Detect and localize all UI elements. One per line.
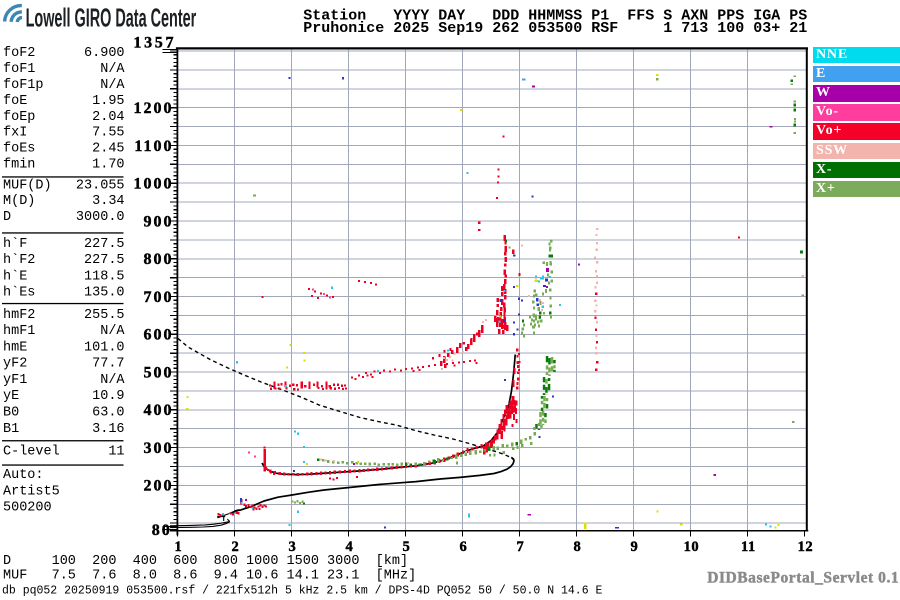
- svg-text:9: 9: [631, 539, 639, 555]
- svg-text:foF1 N/A: foF1 N/A: [3, 62, 125, 77]
- svg-text:B0 63.0: B0 63.0: [3, 405, 125, 420]
- svg-text:1000: 1000: [134, 176, 174, 193]
- svg-text:700: 700: [144, 289, 174, 306]
- svg-text:300: 300: [144, 440, 174, 457]
- svg-text:Artist5: Artist5: [3, 485, 60, 500]
- svg-text:h`F 227.5: h`F 227.5: [3, 237, 125, 252]
- svg-text:h`F2 227.5: h`F2 227.5: [3, 253, 125, 268]
- svg-text:1100: 1100: [134, 138, 173, 155]
- svg-text:yF2 77.7: yF2 77.7: [3, 357, 125, 372]
- svg-text:500200: 500200: [3, 501, 52, 516]
- svg-text:fmin 1.70: fmin 1.70: [3, 158, 125, 173]
- svg-text:12: 12: [798, 539, 814, 555]
- svg-text:800: 800: [144, 251, 174, 268]
- svg-text:D 3000.0: D 3000.0: [3, 210, 125, 225]
- svg-text:Auto:: Auto:: [3, 468, 44, 483]
- svg-text:200: 200: [144, 478, 174, 495]
- svg-text:1357: 1357: [133, 35, 176, 52]
- svg-text:4: 4: [346, 539, 354, 555]
- svg-text:80: 80: [152, 522, 172, 539]
- svg-text:yE 10.9: yE 10.9: [3, 389, 125, 404]
- svg-text:D 100 200 400 600 800: D 100 200 400 600 800 1000 1500 3000 [km…: [3, 554, 408, 569]
- svg-text:foEs 2.45: foEs 2.45: [3, 142, 125, 157]
- svg-text:6: 6: [460, 539, 468, 555]
- svg-text:foEp 2.04: foEp 2.04: [3, 110, 125, 125]
- svg-text:MUF(D) 23.055: MUF(D) 23.055: [3, 178, 125, 193]
- svg-text:900: 900: [144, 213, 174, 230]
- svg-text:foF2 6.900: foF2 6.900: [3, 46, 125, 61]
- svg-text:h`E 118.5: h`E 118.5: [3, 269, 125, 284]
- svg-text:Pruhonice 2025 Sep19 262 05350: Pruhonice 2025 Sep19 262 053500 RSF 1 71…: [303, 20, 807, 37]
- svg-text:foE 1.95: foE 1.95: [3, 94, 125, 109]
- svg-text:600: 600: [144, 327, 174, 344]
- svg-text:yF1 N/A: yF1 N/A: [3, 373, 125, 388]
- svg-text:2: 2: [232, 539, 240, 555]
- svg-text:h`Es 135.0: h`Es 135.0: [3, 285, 125, 300]
- svg-text:Station YYYY DAY DDD HHMMS: Station YYYY DAY DDD HHMMSS P1 FFS S AXN…: [303, 8, 807, 25]
- svg-text:db pq052 20250919 053500.rsf /: db pq052 20250919 053500.rsf / 221fx512h…: [2, 585, 602, 598]
- svg-text:7: 7: [517, 539, 525, 555]
- svg-text:400: 400: [144, 402, 174, 419]
- svg-text:foF1p N/A: foF1p N/A: [3, 78, 125, 93]
- svg-text:1200: 1200: [134, 100, 174, 117]
- svg-text:hmF2 255.5: hmF2 255.5: [3, 308, 125, 323]
- svg-text:MUF 7.5 7.6 8.0 8.6 9.4: MUF 7.5 7.6 8.0 8.6 9.4 10.6 14.1 23.1 […: [3, 569, 416, 584]
- svg-text:DIDBasePortal_Servlet 0.1: DIDBasePortal_Servlet 0.1: [707, 570, 899, 587]
- svg-text:hmE 101.0: hmE 101.0: [3, 340, 125, 355]
- svg-text:3: 3: [289, 539, 297, 555]
- svg-text:10: 10: [684, 539, 700, 555]
- svg-text:hmF1 N/A: hmF1 N/A: [3, 324, 125, 339]
- svg-text:5: 5: [403, 539, 411, 555]
- svg-text:fxI 7.55: fxI 7.55: [3, 126, 125, 141]
- svg-text:M(D) 3.34: M(D) 3.34: [3, 194, 125, 209]
- svg-text:1: 1: [175, 539, 183, 555]
- svg-text:8: 8: [574, 539, 582, 555]
- svg-text:11: 11: [741, 539, 756, 555]
- svg-text:B1 3.16: B1 3.16: [3, 422, 125, 437]
- svg-text:C-level 11: C-level 11: [3, 445, 125, 460]
- svg-text:Lowell GIRO Data Center: Lowell GIRO Data Center: [26, 5, 197, 33]
- svg-text:500: 500: [144, 364, 174, 381]
